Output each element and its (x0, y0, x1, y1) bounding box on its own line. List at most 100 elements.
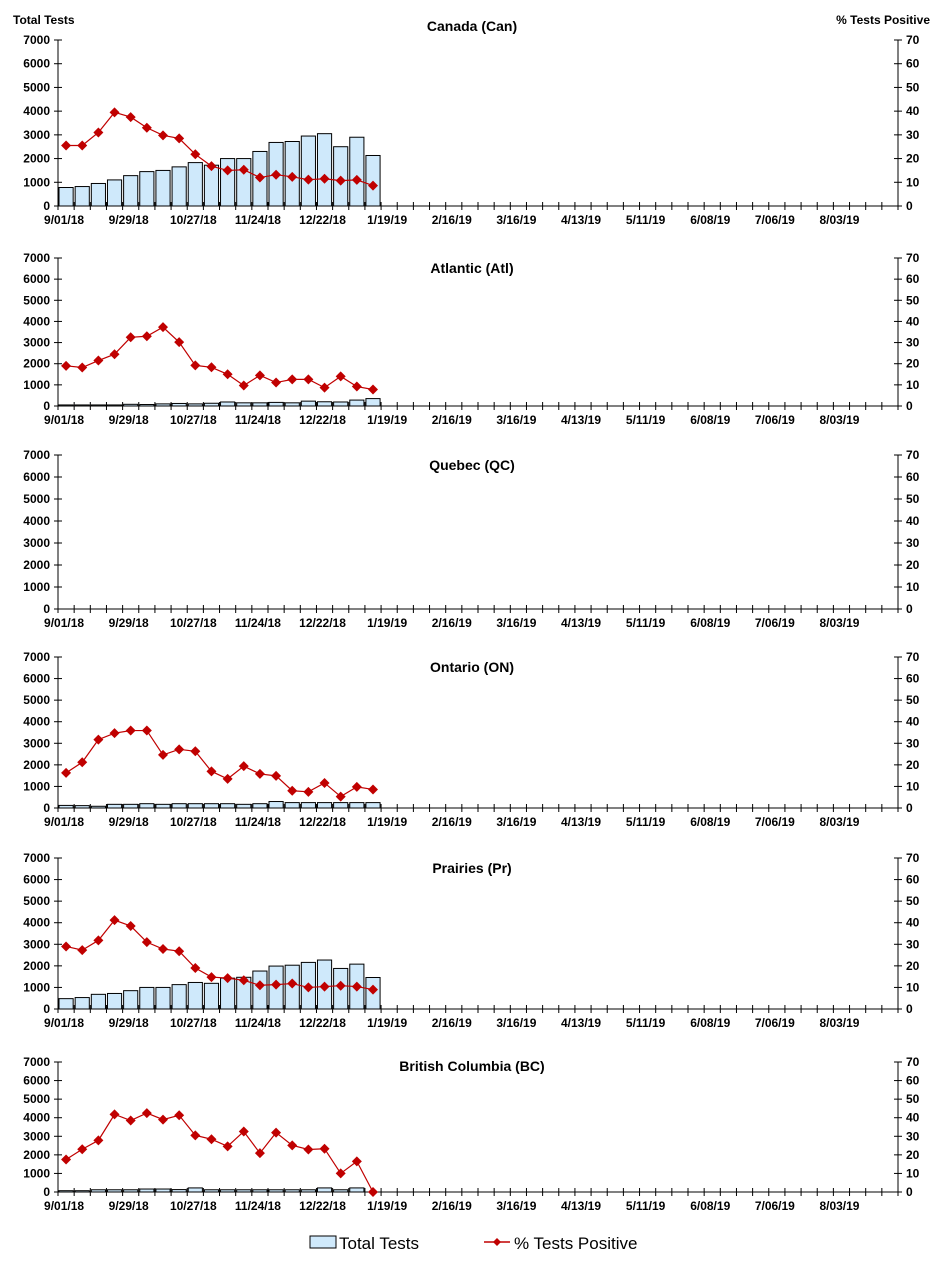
point-pct-positive (319, 382, 330, 393)
point-pct-positive (206, 1134, 217, 1145)
left-tick-label: 1000 (23, 378, 50, 392)
point-pct-positive (77, 945, 88, 956)
x-tick-label: 10/27/18 (170, 213, 217, 227)
panel-title: Canada (Can) (427, 18, 517, 34)
point-pct-positive (254, 172, 265, 183)
bar-total-tests (300, 400, 316, 407)
x-tick-label: 6/08/19 (690, 1016, 730, 1030)
point-pct-positive (303, 786, 314, 797)
point-pct-positive (351, 174, 362, 185)
x-tick-label: 9/01/18 (44, 1199, 84, 1213)
line-pct-positive (65, 1112, 374, 1193)
right-tick-label: 10 (906, 980, 920, 994)
right-tick-label: 60 (906, 672, 920, 686)
x-tick-label: 10/27/18 (170, 1199, 217, 1213)
x-tick-label: 9/29/18 (109, 1199, 149, 1213)
line-pct-positive (65, 729, 374, 798)
x-tick-label: 11/24/18 (235, 616, 281, 630)
point-pct-positive (271, 979, 282, 990)
right-tick-label: 70 (906, 448, 920, 462)
panel-2: Quebec (QC) 0 1000 2000 3000 4000 5000 6000 7000… (23, 448, 919, 630)
point-pct-positive (158, 944, 168, 955)
left-tick-label: 2000 (23, 152, 50, 166)
left-tick-label: 6000 (23, 873, 50, 887)
x-tick-label: 3/16/19 (496, 616, 536, 630)
bar-total-tests (220, 401, 236, 407)
left-tick-label: 2000 (23, 357, 50, 371)
point-pct-positive (271, 770, 282, 781)
bar-total-tests (316, 401, 333, 407)
right-tick-label: 30 (906, 736, 920, 750)
point-pct-positive (319, 1143, 330, 1154)
legend-line-label: % Tests Positive (514, 1234, 637, 1253)
point-pct-positive (368, 180, 378, 191)
point-pct-positive (238, 975, 249, 986)
right-tick-label: 0 (906, 1185, 913, 1199)
right-tick-label: 40 (906, 916, 920, 930)
x-tick-label: 8/03/19 (819, 1016, 859, 1030)
right-tick-label: 20 (906, 152, 920, 166)
point-pct-positive (61, 1154, 72, 1165)
x-tick-label: 5/11/19 (626, 1016, 666, 1030)
point-pct-positive (222, 165, 233, 176)
x-tick-label: 11/24/18 (235, 1199, 281, 1213)
left-tick-label: 4000 (23, 314, 50, 328)
point-pct-positive (109, 728, 120, 739)
left-tick-label: 7000 (23, 851, 50, 865)
bar-total-tests (187, 803, 203, 809)
right-tick-label: 30 (906, 536, 920, 550)
left-tick-label: 3000 (23, 336, 50, 350)
bar-total-tests (58, 998, 74, 1010)
left-tick-label: 6000 (23, 272, 50, 286)
left-tick-label: 1000 (23, 175, 50, 189)
point-pct-positive (158, 1114, 168, 1125)
point-pct-positive (158, 130, 168, 141)
left-tick-label: 0 (43, 199, 50, 213)
x-tick-label: 11/24/18 (235, 213, 281, 227)
x-tick-label: 3/16/19 (496, 213, 536, 227)
bar-total-tests (106, 992, 123, 1010)
right-tick-label: 50 (906, 293, 920, 307)
x-tick-label: 3/16/19 (496, 1199, 536, 1213)
x-tick-label: 6/08/19 (690, 413, 730, 427)
right-tick-label: 60 (906, 470, 920, 484)
x-tick-label: 8/03/19 (819, 815, 859, 829)
bar-total-tests (220, 803, 236, 809)
left-tick-label: 0 (43, 801, 50, 815)
panel-title: British Columbia (BC) (399, 1058, 544, 1074)
x-tick-label: 7/06/19 (755, 1016, 795, 1030)
bar-total-tests (316, 133, 333, 207)
point-pct-positive (190, 149, 201, 160)
right-tick-label: 70 (906, 851, 920, 865)
point-pct-positive (190, 963, 201, 974)
right-tick-label: 60 (906, 873, 920, 887)
x-tick-label: 12/22/18 (299, 1016, 346, 1030)
point-pct-positive (335, 791, 346, 802)
point-pct-positive (93, 1135, 104, 1146)
left-tick-label: 7000 (23, 33, 50, 47)
right-tick-label: 0 (906, 602, 913, 616)
right-tick-label: 60 (906, 272, 920, 286)
bar-total-tests (187, 162, 203, 207)
left-tick-label: 4000 (23, 514, 50, 528)
point-pct-positive (125, 1115, 136, 1126)
right-tick-label: 20 (906, 1148, 920, 1162)
left-tick-label: 4000 (23, 1111, 50, 1125)
x-tick-label: 5/11/19 (626, 616, 666, 630)
point-pct-positive (190, 360, 201, 371)
bar-total-tests (106, 803, 123, 809)
point-pct-positive (287, 1140, 298, 1151)
left-tick-label: 3000 (23, 937, 50, 951)
point-pct-positive (141, 122, 152, 133)
point-pct-positive (254, 370, 265, 381)
x-tick-label: 12/22/18 (299, 616, 346, 630)
point-pct-positive (158, 322, 168, 333)
x-tick-label: 12/22/18 (299, 213, 346, 227)
x-tick-label: 5/11/19 (626, 213, 666, 227)
x-tick-label: 3/16/19 (496, 413, 536, 427)
left-tick-label: 5000 (23, 293, 50, 307)
left-tick-label: 4000 (23, 104, 50, 118)
legend-bar-swatch (309, 1235, 337, 1249)
panel-0: Canada (Can)0100020003000400050006000700… (23, 18, 919, 227)
point-pct-positive (303, 174, 314, 185)
